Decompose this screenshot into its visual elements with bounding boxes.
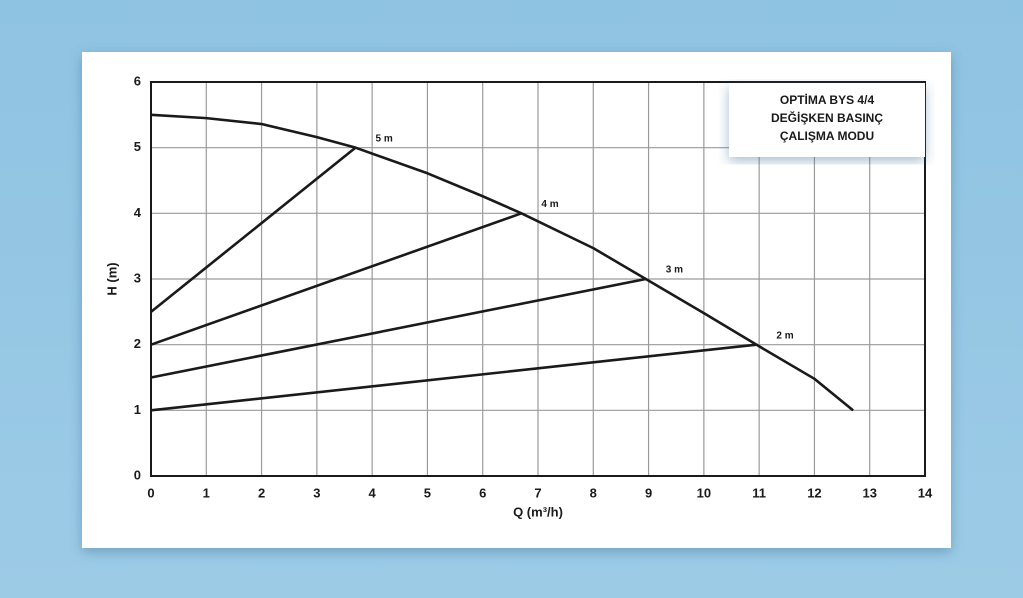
series-label: 3 m [666, 265, 683, 276]
x-tick-label: 8 [590, 485, 597, 500]
x-tick-label: 6 [479, 485, 486, 500]
x-tick-label: 10 [697, 485, 711, 500]
series-line [150, 343, 757, 412]
title-box [729, 83, 925, 157]
x-tick-label: 13 [862, 485, 876, 500]
series-line [150, 146, 357, 313]
series-line [150, 113, 854, 412]
y-tick-label: 1 [134, 402, 141, 417]
x-tick-label: 7 [534, 485, 541, 500]
series-line [150, 277, 647, 379]
y-tick-label: 2 [134, 336, 141, 351]
x-tick-label: 12 [807, 485, 821, 500]
x-tick-label: 9 [645, 485, 652, 500]
x-tick-label: 1 [203, 485, 210, 500]
x-tick-label: 2 [258, 485, 265, 500]
plot-frame [150, 81, 926, 477]
chart-title: DEĞİŞKEN BASINÇ [771, 110, 883, 125]
x-tick-label: 4 [369, 485, 377, 500]
y-tick-label: 0 [134, 467, 141, 482]
series-label: 2 m [776, 330, 793, 341]
y-tick-label: 5 [134, 139, 141, 154]
x-tick-label: 3 [313, 485, 320, 500]
x-tick-label: 11 [752, 485, 766, 500]
y-tick-label: 3 [134, 270, 141, 285]
x-axis-title: Q (m³/h) [513, 504, 563, 519]
y-tick-label: 6 [134, 73, 141, 88]
series-label: 5 m [376, 133, 393, 144]
x-tick-label: 0 [147, 485, 154, 500]
chart-title: OPTİMA BYS 4/4 [780, 92, 875, 107]
x-tick-label: 14 [918, 485, 933, 500]
y-tick-label: 4 [134, 205, 142, 220]
x-tick-label: 5 [424, 485, 431, 500]
series-line [150, 212, 522, 346]
series-label: 4 m [541, 199, 558, 210]
chart-title: ÇALIŞMA MODU [780, 129, 874, 143]
y-axis-title: H (m) [104, 262, 119, 295]
